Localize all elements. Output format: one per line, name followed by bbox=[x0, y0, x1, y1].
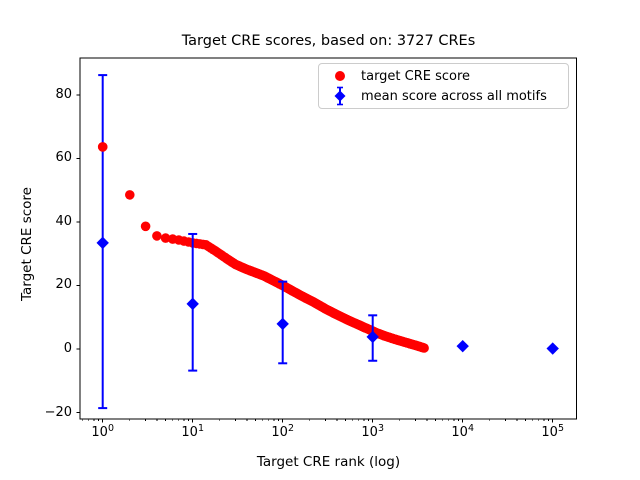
x-tick-label-10e1: 101 bbox=[181, 423, 204, 440]
y-axis-label: Target CRE score bbox=[19, 187, 35, 301]
y-tick-label-40: 40 bbox=[55, 213, 72, 229]
legend-blue-diamond-errorbar-icon bbox=[319, 86, 361, 106]
series-mean-score bbox=[96, 74, 559, 410]
x-tick-label-10e5: 105 bbox=[541, 423, 564, 440]
legend-entry-target: target CRE score bbox=[319, 66, 568, 86]
legend-label-mean: mean score across all motifs bbox=[361, 88, 547, 104]
series-target-first-point bbox=[97, 142, 108, 152]
chart-title: Target CRE scores, based on: 3727 CREs bbox=[181, 33, 476, 49]
y-axis-ticks bbox=[76, 94, 80, 414]
y-tick-label--20: −20 bbox=[44, 404, 72, 420]
x-tick-label-10e2: 102 bbox=[271, 423, 294, 440]
x-tick-label-10e4: 104 bbox=[451, 423, 474, 440]
legend-entry-mean: mean score across all motifs bbox=[319, 86, 568, 106]
axes-frame bbox=[79, 57, 577, 420]
series-target-cre-score bbox=[97, 142, 429, 353]
legend-red-dot-icon bbox=[319, 71, 361, 81]
y-tick-label-80: 80 bbox=[55, 86, 72, 102]
x-tick-label-10e0: 100 bbox=[91, 423, 114, 440]
y-tick-label-20: 20 bbox=[55, 277, 72, 293]
x-tick-label-10e3: 103 bbox=[361, 423, 384, 440]
x-axis-ticks bbox=[82, 419, 554, 423]
y-tick-label-0: 0 bbox=[63, 340, 72, 356]
legend-label-target: target CRE score bbox=[361, 68, 471, 84]
y-tick-label-60: 60 bbox=[55, 150, 72, 166]
x-axis-label: Target CRE rank (log) bbox=[256, 454, 401, 470]
legend: target CRE score mean score across all m… bbox=[318, 63, 569, 109]
